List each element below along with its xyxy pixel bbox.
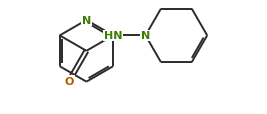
Text: N: N xyxy=(141,31,150,41)
Text: HN: HN xyxy=(104,31,122,41)
Text: O: O xyxy=(65,76,74,86)
Text: N: N xyxy=(82,16,91,26)
